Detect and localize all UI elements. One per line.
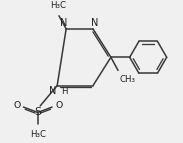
Text: N: N bbox=[60, 18, 68, 28]
Text: S: S bbox=[34, 108, 41, 117]
Text: N: N bbox=[91, 18, 99, 28]
Text: H: H bbox=[61, 87, 68, 96]
Text: O: O bbox=[13, 101, 20, 110]
Text: H₃C: H₃C bbox=[50, 1, 66, 10]
Text: CH₃: CH₃ bbox=[120, 75, 136, 84]
Text: N: N bbox=[49, 86, 57, 96]
Text: H₃C: H₃C bbox=[30, 130, 46, 139]
Text: O: O bbox=[55, 101, 62, 110]
